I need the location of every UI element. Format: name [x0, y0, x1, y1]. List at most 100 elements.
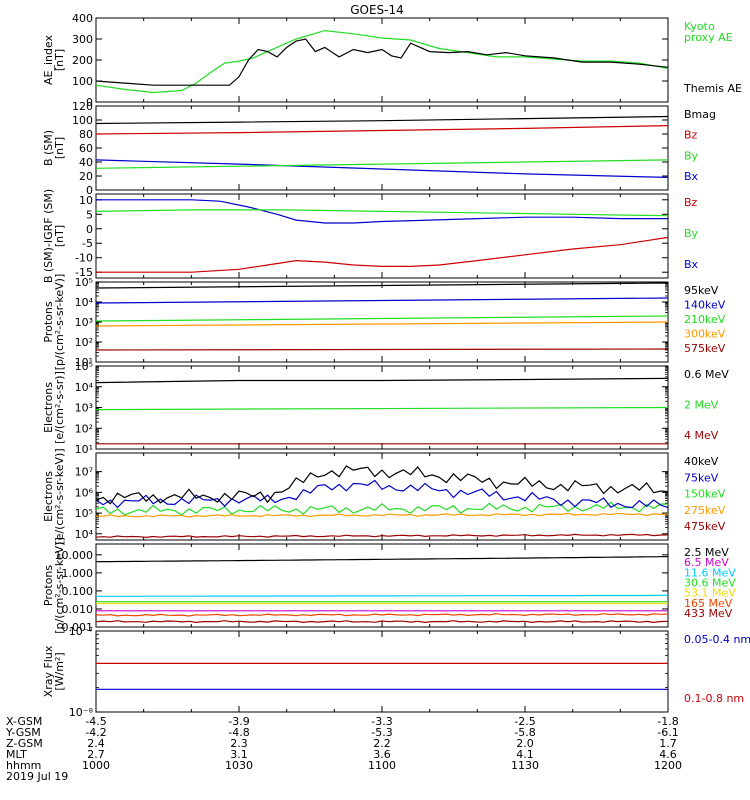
legend-label-line: 150keV [684, 488, 726, 501]
legend-label-line: 75keV [684, 471, 719, 484]
series-line-2-3 [96, 125, 668, 135]
series-line-6-1 [96, 533, 668, 539]
panel-1: 0 100 200 300 400 AE_index[nT] Kyoto proxy AE Th… [42, 12, 742, 109]
y-tick-label: 0.100 [62, 585, 94, 598]
legend-label-line: 4 MeV [684, 429, 719, 442]
panel-5: 10¹ 10² 10³ 10⁴ 10⁵ Electrons[e/(cm²-s-sr)] 0.… [42, 360, 729, 456]
y-tick-label: 10³ [75, 316, 93, 329]
legend-label: 6.5 MeV [684, 556, 729, 569]
series-line-6-4 [96, 479, 668, 509]
y-tick-label: 0 [86, 184, 93, 197]
legend-label: 95keV [684, 284, 719, 297]
y-axis-title: B (SM)-IGRF (SM)[nT] [42, 189, 66, 283]
x-axis-value: -1.8 [657, 715, 678, 728]
x-axis-value: 2.3 [230, 737, 248, 750]
y-tick-label: 0 [86, 223, 93, 236]
series-line-7-1 [96, 620, 668, 624]
y-tick-label: 80 [79, 128, 93, 141]
series-line-3-2 [96, 209, 668, 217]
legend-label-line: 11.6 MeV [684, 566, 736, 579]
legend-label: 40keV [684, 455, 719, 468]
y-axis-title-line: Electrons [42, 471, 55, 522]
legend-label-line: 433 MeV [684, 607, 733, 620]
legend-label-line: 0.6 MeV [684, 368, 729, 381]
y-axis-title-line: B (SM) [42, 130, 55, 166]
y-tick-label: 10⁵ [75, 360, 93, 373]
legend-label: 0.1-0.8 nm [684, 692, 744, 705]
series-group [96, 282, 668, 351]
y-axis-title-line: [nT] [53, 137, 66, 159]
legend-label: Kyoto proxy AE [684, 20, 733, 44]
x-axis-table: X-GSM -4.5 -3.9 -3.3 -2.5 -1.8 Y-GSM -4.2 -4.8 -5… [5, 715, 682, 783]
legend-label: Bx [684, 170, 699, 183]
legend-label-line: Kyoto [684, 20, 715, 33]
y-axis-title-line: B (SM)-IGRF (SM) [42, 189, 55, 283]
legend-label-line: 6.5 MeV [684, 556, 729, 569]
series-line-2-1 [96, 159, 668, 178]
x-axis-value: -3.9 [228, 715, 249, 728]
legend-label: 75keV [684, 471, 719, 484]
legend-label-line: 210keV [684, 313, 726, 326]
y-tick-label: 40 [79, 156, 93, 169]
y-tick-label: 5 [86, 208, 93, 221]
x-axis-value: 1200 [654, 759, 682, 772]
legend-label-line: 575keV [684, 342, 726, 355]
series-group [96, 556, 668, 624]
y-tick-label: 120 [72, 100, 93, 113]
y-axis-title: Protons[p/(cm²-s-sr-keV)] [42, 537, 66, 634]
y-tick-label: 400 [72, 12, 93, 25]
x-axis-value: 3.1 [230, 748, 248, 761]
y-tick-label: 100 [72, 114, 93, 127]
x-axis-value: -2.5 [514, 715, 535, 728]
y-tick-label: -5 [82, 237, 93, 250]
y-tick-label: -10 [75, 252, 93, 265]
x-axis-value: 1130 [511, 759, 539, 772]
x-axis-value: -4.2 [85, 726, 106, 739]
series-line-5-2 [96, 406, 668, 411]
y-axis-title: Electrons[e/(cm²-s-sr)] [42, 371, 66, 444]
panel-frame [95, 17, 669, 103]
y-axis-title: B (SM)[nT] [42, 130, 66, 166]
legend-label: 53.1 MeV [684, 587, 736, 600]
legend-label: 433 MeV [684, 607, 733, 620]
y-axis-title-line: [e/(cm²-s-sr)] [53, 371, 66, 444]
legend-label: 150keV [684, 488, 726, 501]
y-tick-label: 10³ [75, 402, 93, 415]
x-axis-value: -5.8 [514, 726, 535, 739]
x-axis-row-label: X-GSM [6, 715, 42, 728]
series-group [96, 662, 668, 690]
legend-label-line: 40keV [684, 455, 719, 468]
y-axis-title-line: Xray Flux [42, 645, 55, 697]
x-axis-row-label: Z-GSM [6, 737, 43, 750]
legend-label: 0.05-0.4 nm [684, 633, 750, 646]
y-axis-title-line: [p/(cm²-s-sr-keV)] [53, 274, 66, 371]
y-tick-label: 10.000 [55, 549, 94, 562]
legend-label-line: 2.5 MeV [684, 546, 729, 559]
panel-6: 10⁴ 10⁵ 10⁶ 10⁷ Electrons[e/(cm²-s-sr-keV)] 4… [42, 448, 726, 544]
x-axis-row-label: MLT [6, 748, 27, 761]
series-group [96, 199, 668, 273]
y-axis-title: Protons[p/(cm²-s-sr-keV)] [42, 274, 66, 371]
series-line-7-5 [96, 594, 668, 597]
series-line-7-7 [96, 556, 668, 563]
legend-label-line: 165 MeV [684, 597, 733, 610]
x-axis-value: -3.3 [371, 715, 392, 728]
y-tick-label: 10² [75, 336, 93, 349]
legend-label-line: 300keV [684, 328, 726, 341]
legend-label: 475keV [684, 520, 726, 533]
y-tick-label: 1.000 [62, 567, 94, 580]
series-line-4-4 [96, 297, 668, 304]
panel-frame [95, 193, 669, 279]
y-axis-title-line: [p/(cm²-s-sr-keV)] [53, 537, 66, 634]
y-axis-title-line: Protons [42, 301, 55, 342]
series-line-4-2 [96, 321, 668, 327]
y-axis-title-line: [W/m²] [53, 652, 66, 690]
legend-label-line: Bmag [684, 108, 716, 121]
y-tick-label: 300 [72, 33, 93, 46]
y-axis-title-line: Electrons [42, 382, 55, 433]
legend-label: 11.6 MeV [684, 566, 736, 579]
x-axis-value: 2.0 [516, 737, 534, 750]
y-tick-label: 0 [86, 96, 93, 109]
